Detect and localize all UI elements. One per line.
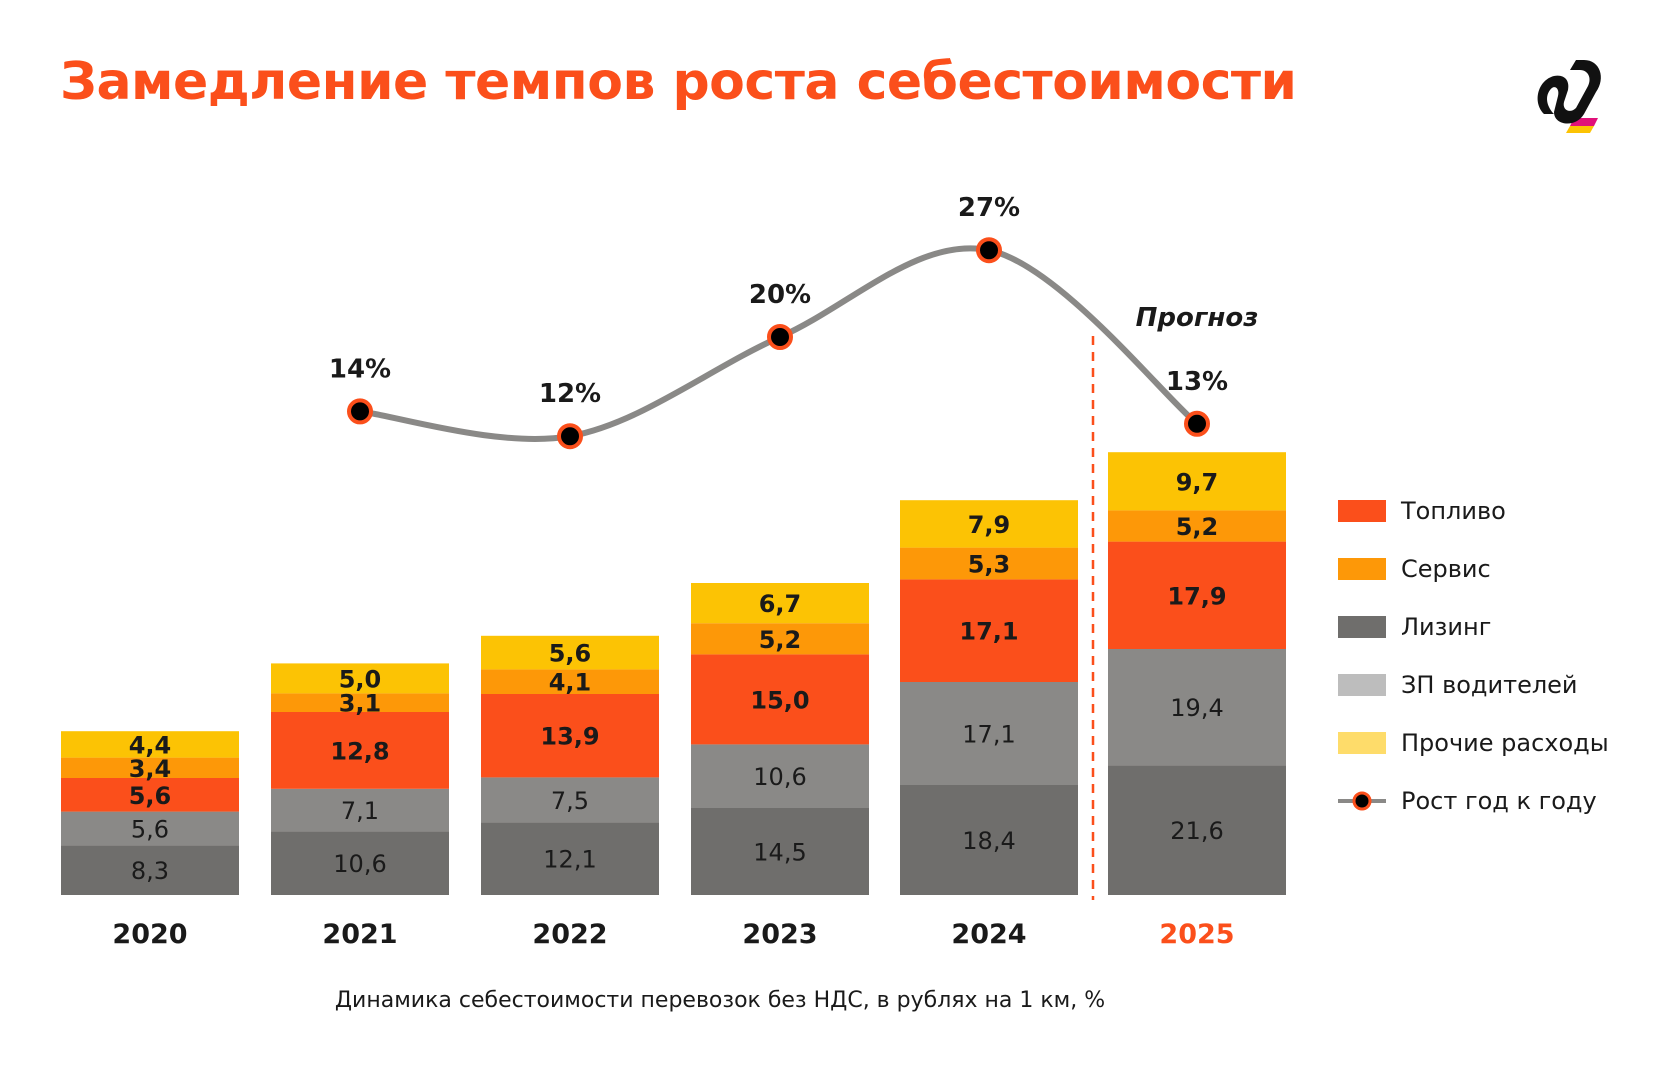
bar-segment-2021-ЗП водителей — [271, 788, 449, 832]
data-label-2024-Топливо: 17,1 — [959, 618, 1018, 646]
bar-segment-2022-ЗП водителей — [481, 777, 659, 823]
growth-label-2025: 13% — [1166, 367, 1228, 397]
legend-label-Лизинг: Лизинг — [1401, 613, 1491, 641]
legend-swatch-Топливо — [1338, 500, 1386, 522]
bar-segment-2023-Прочие расходы — [691, 583, 869, 624]
growth-marker-2024 — [976, 237, 1002, 264]
data-label-2024-ЗП водителей: 17,1 — [962, 720, 1015, 748]
data-label-2020-Сервис: 3,4 — [129, 755, 172, 783]
growth-marker-2022 — [557, 423, 583, 450]
legend-label-Топливо: Топливо — [1400, 497, 1506, 525]
x-tick-label-2021: 2021 — [322, 919, 397, 950]
data-label-2021-Сервис: 3,1 — [339, 690, 382, 718]
bar-segment-2024-Сервис — [900, 547, 1078, 580]
growth-label-2024: 27% — [958, 193, 1020, 223]
legend-label-Прочие расходы: Прочие расходы — [1401, 729, 1609, 757]
bar-segment-2020-Сервис — [61, 757, 239, 778]
bar-segment-2021-Сервис — [271, 693, 449, 712]
bar-segment-2023-Сервис — [691, 623, 869, 655]
data-label-2020-Лизинг: 8,3 — [131, 857, 169, 885]
x-tick-label-2022: 2022 — [532, 919, 607, 950]
data-label-2021-Топливо: 12,8 — [330, 737, 389, 765]
bar-segment-2025-ЗП водителей — [1108, 649, 1286, 766]
x-tick-label-2025: 2025 — [1159, 919, 1234, 950]
data-label-2020-Прочие расходы: 4,4 — [129, 731, 172, 759]
legend-label-Рост год к году: Рост год к году — [1401, 787, 1597, 815]
growth-label-2022: 12% — [539, 379, 601, 409]
data-label-2022-Сервис: 4,1 — [549, 669, 592, 697]
growth-label-2023: 20% — [749, 280, 811, 310]
bar-segment-2024-Топливо — [900, 579, 1078, 682]
bar-segment-2024-Прочие расходы — [900, 500, 1078, 548]
growth-marker-2021 — [347, 398, 373, 425]
logo-mark — [1537, 60, 1601, 124]
data-label-2023-Лизинг: 14,5 — [753, 839, 806, 867]
data-label-2025-ЗП водителей: 19,4 — [1170, 694, 1223, 722]
data-label-2025-Сервис: 5,2 — [1176, 513, 1219, 541]
bar-segment-2022-Топливо — [481, 694, 659, 778]
data-label-2023-Топливо: 15,0 — [750, 686, 809, 714]
forecast-label: Прогноз — [1136, 303, 1259, 333]
bar-segment-2020-Прочие расходы — [61, 731, 239, 758]
data-label-2023-ЗП водителей: 10,6 — [753, 763, 806, 791]
bar-segment-2023-Лизинг — [691, 808, 869, 895]
growth-marker-2023 — [767, 324, 793, 350]
legend-swatch-Лизинг — [1338, 616, 1386, 638]
data-label-2023-Сервис: 5,2 — [759, 626, 802, 654]
data-label-2022-ЗП водителей: 7,5 — [551, 787, 589, 815]
chart-caption: Динамика себестоимости перевозок без НДС… — [334, 988, 1106, 1013]
data-label-2022-Прочие расходы: 5,6 — [549, 640, 592, 668]
data-label-2022-Лизинг: 12,1 — [543, 846, 596, 874]
data-label-2025-Лизинг: 21,6 — [1170, 817, 1223, 845]
x-tick-label-2023: 2023 — [742, 919, 817, 950]
bar-segment-2020-Топливо — [61, 778, 239, 812]
legend-swatch-marker-growth — [1352, 791, 1372, 811]
legend-label-Сервис: Сервис — [1401, 555, 1491, 583]
bar-segment-2020-Лизинг — [61, 845, 239, 895]
bar-segment-2022-Сервис — [481, 669, 659, 694]
company-logo — [1537, 60, 1601, 133]
legend-swatch-Прочие расходы — [1338, 732, 1386, 754]
bar-segment-2020-ЗП водителей — [61, 811, 239, 846]
data-label-2022-Топливо: 13,9 — [540, 723, 599, 751]
bar-segment-2022-Лизинг — [481, 822, 659, 895]
bar-segment-2023-ЗП водителей — [691, 744, 869, 808]
growth-marker-2025 — [1184, 410, 1210, 437]
data-label-2021-ЗП водителей: 7,1 — [341, 797, 379, 825]
x-tick-label-2020: 2020 — [112, 919, 187, 950]
bar-segment-2024-Лизинг — [900, 784, 1078, 895]
bar-segment-2025-Лизинг — [1108, 765, 1286, 895]
data-label-2024-Лизинг: 18,4 — [962, 827, 1015, 855]
x-tick-label-2024: 2024 — [951, 919, 1026, 950]
bar-segment-2025-Топливо — [1108, 541, 1286, 649]
growth-label-2021: 14% — [329, 354, 391, 384]
bar-segment-2025-Прочие расходы — [1108, 452, 1286, 511]
data-label-2020-ЗП водителей: 5,6 — [131, 815, 169, 843]
data-label-2021-Лизинг: 10,6 — [333, 850, 386, 878]
data-label-2025-Топливо: 17,9 — [1167, 582, 1226, 610]
bar-segment-2023-Топливо — [691, 654, 869, 745]
bar-segment-2024-ЗП водителей — [900, 682, 1078, 785]
bar-segment-2021-Прочие расходы — [271, 663, 449, 694]
legend-swatch-Сервис — [1338, 558, 1386, 580]
legend-swatch-ЗП водителей — [1338, 674, 1386, 696]
data-label-2021-Прочие расходы: 5,0 — [339, 665, 382, 693]
bar-segment-2025-Сервис — [1108, 510, 1286, 542]
bar-segment-2021-Лизинг — [271, 831, 449, 895]
data-label-2024-Сервис: 5,3 — [968, 551, 1011, 579]
data-label-2024-Прочие расходы: 7,9 — [968, 511, 1011, 539]
bar-segment-2022-Прочие расходы — [481, 635, 659, 670]
legend-label-ЗП водителей: ЗП водителей — [1401, 671, 1578, 699]
chart-title: Замедление темпов роста себестоимости — [60, 52, 1297, 112]
data-label-2025-Прочие расходы: 9,7 — [1176, 468, 1219, 496]
bar-segment-2021-Топливо — [271, 712, 449, 789]
logo-stripe-yellow — [1566, 126, 1594, 133]
data-label-2023-Прочие расходы: 6,7 — [759, 590, 802, 618]
data-label-2020-Топливо: 5,6 — [129, 782, 172, 810]
